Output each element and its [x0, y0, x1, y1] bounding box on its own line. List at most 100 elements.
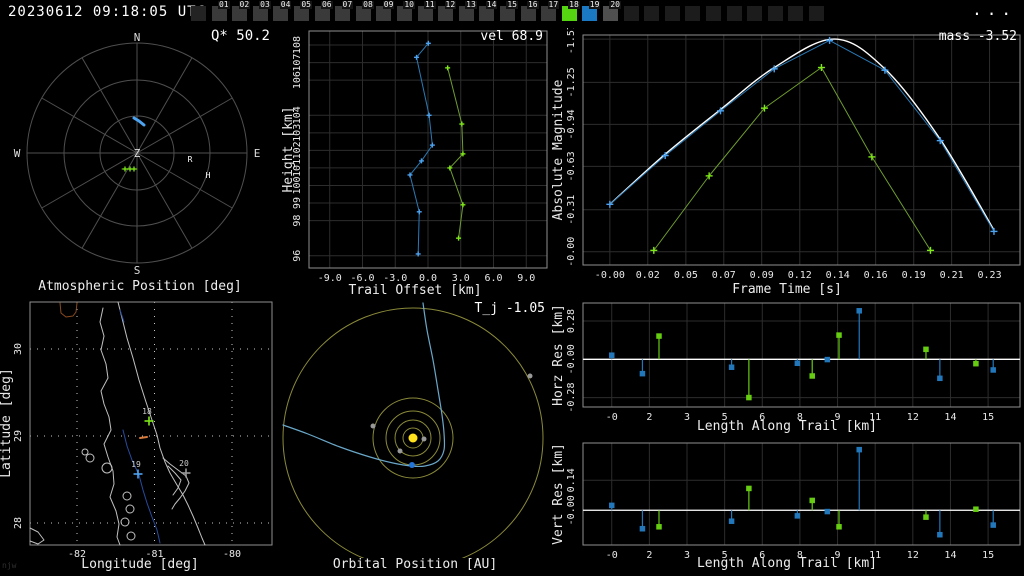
svg-text:98: 98: [292, 215, 303, 227]
frame-thumb-13[interactable]: 13: [458, 1, 477, 21]
frame-thumb-06[interactable]: 06: [314, 1, 333, 21]
svg-text:0.16: 0.16: [864, 270, 888, 281]
frame-thumb-03[interactable]: 03: [252, 1, 271, 21]
svg-text:-0.94: -0.94: [566, 109, 577, 139]
trail-offset-caption: Trail Offset [km]: [348, 283, 482, 298]
frame-thumb-10[interactable]: 10: [397, 1, 415, 21]
svg-text:3.0: 3.0: [452, 273, 470, 284]
svg-text:9: 9: [835, 412, 841, 423]
svg-text:5: 5: [722, 550, 728, 561]
frame-thumb[interactable]: [809, 6, 824, 21]
q-value-title: Q* 50.2: [210, 28, 270, 44]
svg-text:Height [km]: Height [km]: [281, 106, 296, 192]
frame-thumb-19[interactable]: 19: [582, 1, 601, 21]
svg-text:H: H: [206, 171, 211, 180]
svg-text:0.07: 0.07: [712, 270, 736, 281]
svg-text:108: 108: [292, 36, 303, 54]
frame-thumb-07[interactable]: 07: [335, 1, 354, 21]
svg-text:Absolute Magnitude: Absolute Magnitude: [551, 79, 566, 220]
svg-text:2: 2: [646, 550, 652, 561]
frame-thumb[interactable]: [726, 6, 742, 21]
svg-text:6: 6: [759, 412, 765, 423]
longitude-caption: Longitude [deg]: [81, 557, 199, 572]
ground-map: 18 19 20 -82 -81 -80 30 29 28 Latitude [deg]: [0, 301, 273, 560]
svg-text:9.0: 9.0: [517, 273, 535, 284]
svg-text:30: 30: [13, 343, 24, 355]
frame-thumb-14[interactable]: 14: [479, 1, 498, 21]
frame-thumb-17[interactable]: 17: [541, 1, 560, 21]
svg-text:0.0: 0.0: [419, 273, 437, 284]
frame-thumb-01[interactable]: 01: [211, 1, 230, 21]
frame-thumb-08[interactable]: 08: [355, 1, 374, 21]
svg-text:-3.0: -3.0: [383, 273, 407, 284]
frame-thumb[interactable]: [191, 6, 206, 21]
svg-text:-0.00: -0.00: [566, 344, 577, 374]
svg-text:0.23: 0.23: [978, 270, 1002, 281]
vert-length-caption: Length Along Trail [km]: [696, 556, 877, 571]
svg-text:3: 3: [684, 550, 690, 561]
frame-thumb-11[interactable]: 11: [417, 1, 436, 21]
svg-text:14: 14: [944, 550, 956, 561]
svg-text:-0.00: -0.00: [566, 495, 577, 525]
frame-thumb[interactable]: [747, 6, 763, 21]
frame-thumb-15[interactable]: 15: [500, 1, 518, 21]
svg-text:11: 11: [869, 412, 881, 423]
svg-text:-80: -80: [223, 549, 241, 560]
svg-text:2: 2: [646, 412, 652, 423]
trail-offset-chart: -9.0 -6.0 -3.0 0.0 3.0 6.0 9.09698991001011021…: [281, 30, 548, 284]
frame-strip: 01 02 03 04 05 06 07 08 09 10 11 12 13 14 15 16 17 18 19 20: [0, 0, 1024, 26]
horz-length-caption: Length Along Trail [km]: [696, 419, 877, 434]
svg-text:-81: -81: [145, 549, 163, 560]
svg-text:5: 5: [722, 412, 728, 423]
svg-text:0.05: 0.05: [674, 270, 698, 281]
frame-thumb-12[interactable]: 12: [438, 1, 457, 21]
svg-text:12: 12: [907, 550, 919, 561]
svg-text:S: S: [134, 264, 141, 277]
frame-thumb[interactable]: [644, 6, 660, 21]
frame-thumb-05[interactable]: 05: [294, 1, 312, 21]
svg-text:3: 3: [684, 412, 690, 423]
svg-text:102: 102: [292, 141, 303, 159]
svg-text:6: 6: [759, 550, 765, 561]
frame-thumb[interactable]: [685, 6, 701, 21]
frame-thumb-20[interactable]: 20: [603, 1, 621, 21]
svg-text:N: N: [134, 31, 141, 44]
svg-text:103: 103: [292, 124, 303, 142]
atmospheric-position-plot: N S W E Z R H: [14, 31, 261, 277]
timestamp: 20230612 09:18:05 UTC: [8, 4, 207, 20]
tisserand-title: T_j -1.05: [474, 301, 545, 316]
svg-text:-6.0: -6.0: [350, 273, 374, 284]
svg-text:106: 106: [292, 71, 303, 89]
frame-time-caption: Frame Time [s]: [732, 282, 842, 297]
svg-text:15: 15: [982, 412, 994, 423]
overflow-menu[interactable]: ...: [972, 0, 1016, 19]
svg-text:104: 104: [292, 106, 303, 124]
svg-text:9: 9: [835, 550, 841, 561]
svg-text:-1.25: -1.25: [566, 67, 577, 97]
svg-text:Z: Z: [134, 147, 141, 160]
orbital-caption: Orbital Position [AU]: [332, 557, 498, 572]
frame-thumb-02[interactable]: 02: [232, 1, 251, 21]
frame-thumb[interactable]: [664, 6, 680, 21]
svg-text:0.21: 0.21: [940, 270, 964, 281]
frame-thumb-16[interactable]: 16: [520, 1, 539, 21]
svg-text:0.28: 0.28: [566, 309, 577, 333]
frame-thumb-04[interactable]: 04: [273, 1, 292, 21]
frame-thumb-18[interactable]: 18: [561, 1, 580, 21]
svg-text:19: 19: [131, 460, 141, 469]
frame-thumb[interactable]: [623, 6, 639, 21]
frame-thumb[interactable]: [706, 6, 721, 21]
svg-text:14: 14: [944, 412, 956, 423]
svg-text:15: 15: [982, 550, 994, 561]
svg-text:101: 101: [292, 159, 303, 177]
svg-text:-82: -82: [68, 549, 86, 560]
svg-text:-0.00: -0.00: [595, 270, 625, 281]
frame-thumb[interactable]: [788, 6, 804, 21]
magnitude-chart: -0.00 0.02 0.05 0.07 0.09 0.12 0.14 0.16 0.19 0.2…: [551, 28, 1021, 281]
svg-text:100: 100: [292, 176, 303, 194]
frame-thumb-09[interactable]: 09: [376, 1, 395, 21]
orbital-position-plot: [282, 302, 544, 558]
svg-text:0.12: 0.12: [788, 270, 812, 281]
frame-thumb[interactable]: [767, 6, 783, 21]
